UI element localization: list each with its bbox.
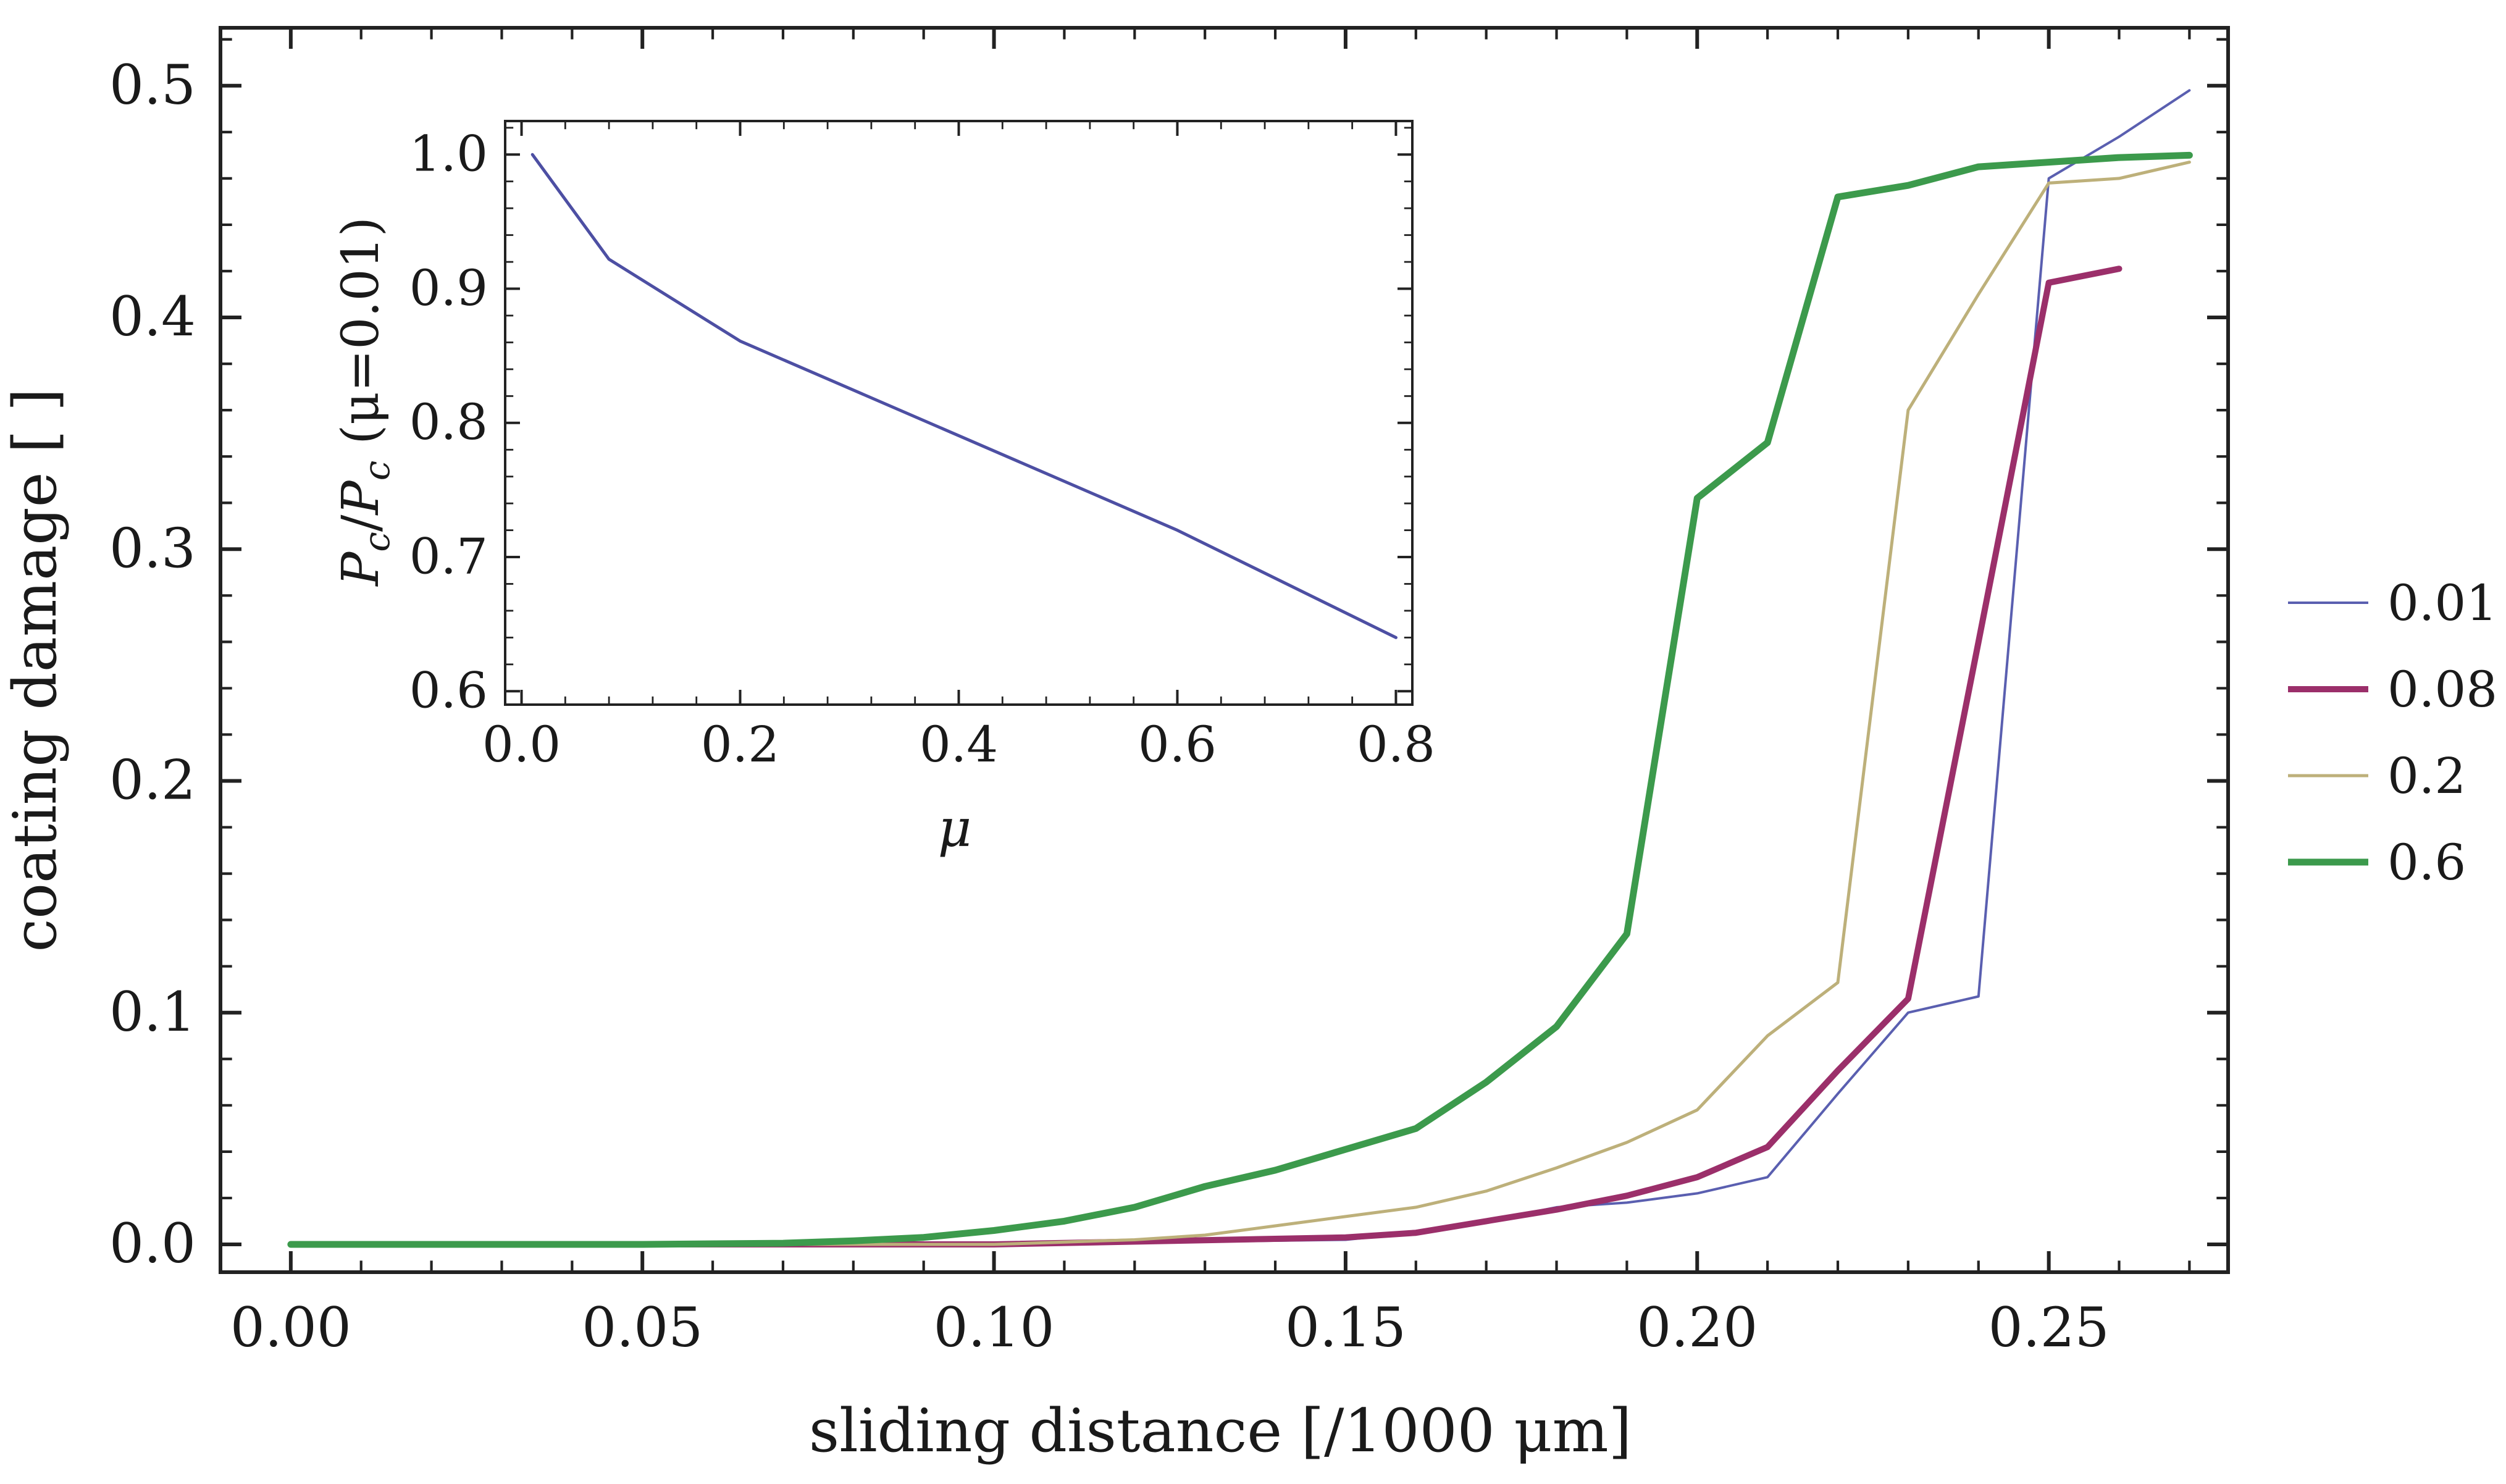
inset-y-label-sub2: c [356,461,398,480]
inset-ytick-label: 0.9 [409,259,488,317]
legend-label: 0.01 [2387,574,2497,632]
inset-xtick-label: 0.8 [1357,716,1435,773]
inset-y-label-sub1: c [356,532,398,551]
legend-label: 0.2 [2387,747,2466,805]
legend: 0.01 0.08 0.2 0.6 [2288,574,2497,891]
inset-ytick-label: 0.6 [409,662,488,719]
legend-label: 0.08 [2387,661,2497,718]
main-xtick-label: 0.00 [230,1296,351,1359]
main-ytick-label: 0.4 [109,285,196,348]
legend-label: 0.6 [2387,834,2466,891]
inset-ytick-label: 0.8 [409,393,488,451]
inset-ytick-label: 1.0 [409,125,488,183]
main-xtick-label: 0.10 [934,1296,1055,1359]
inset-xtick-label: 0.2 [701,716,779,773]
inset-series-Pc-ratio [530,153,1398,639]
inset-xtick-label: 0.6 [1138,716,1217,773]
inset-xtick-label: 0.0 [482,716,561,773]
inset-plot: 0.0 0.2 0.4 0.6 0.8 0.6 0.7 0.8 0.9 1.0 [409,120,1435,773]
main-xtick-label: 0.05 [582,1296,703,1359]
inset-y-label-condition: (μ=0.01) [332,217,390,461]
main-y-axis-label: coating damage [ ] [1,388,70,952]
main-xtick-label: 0.20 [1636,1296,1758,1359]
inset-xtick-label: 0.4 [920,716,998,773]
main-xtick-label: 0.15 [1285,1296,1406,1359]
main-ytick-label: 0.1 [109,980,196,1044]
inset-ytick-label: 0.7 [409,527,488,585]
inset-y-label-p1: P [332,551,390,587]
main-ytick-label: 0.5 [109,53,196,117]
inset-y-label-slash: / [332,514,390,532]
inset-y-label-p2: P [332,479,390,516]
main-series-0-2 [289,161,2191,1246]
main-xtick-label: 0.25 [1988,1296,2110,1359]
main-ytick-label: 0.3 [109,516,196,580]
main-ytick-label: 0.0 [109,1212,196,1275]
main-x-axis-label: sliding distance [/1000 μm] [809,1396,1632,1465]
inset-frame [504,120,1414,706]
main-series-0-6 [287,151,2193,1248]
main-ytick-label: 0.2 [109,748,196,812]
inset-y-axis-label: Pc/Pc (μ=0.01) [332,217,398,587]
inset-x-axis-label: μ [938,798,972,858]
